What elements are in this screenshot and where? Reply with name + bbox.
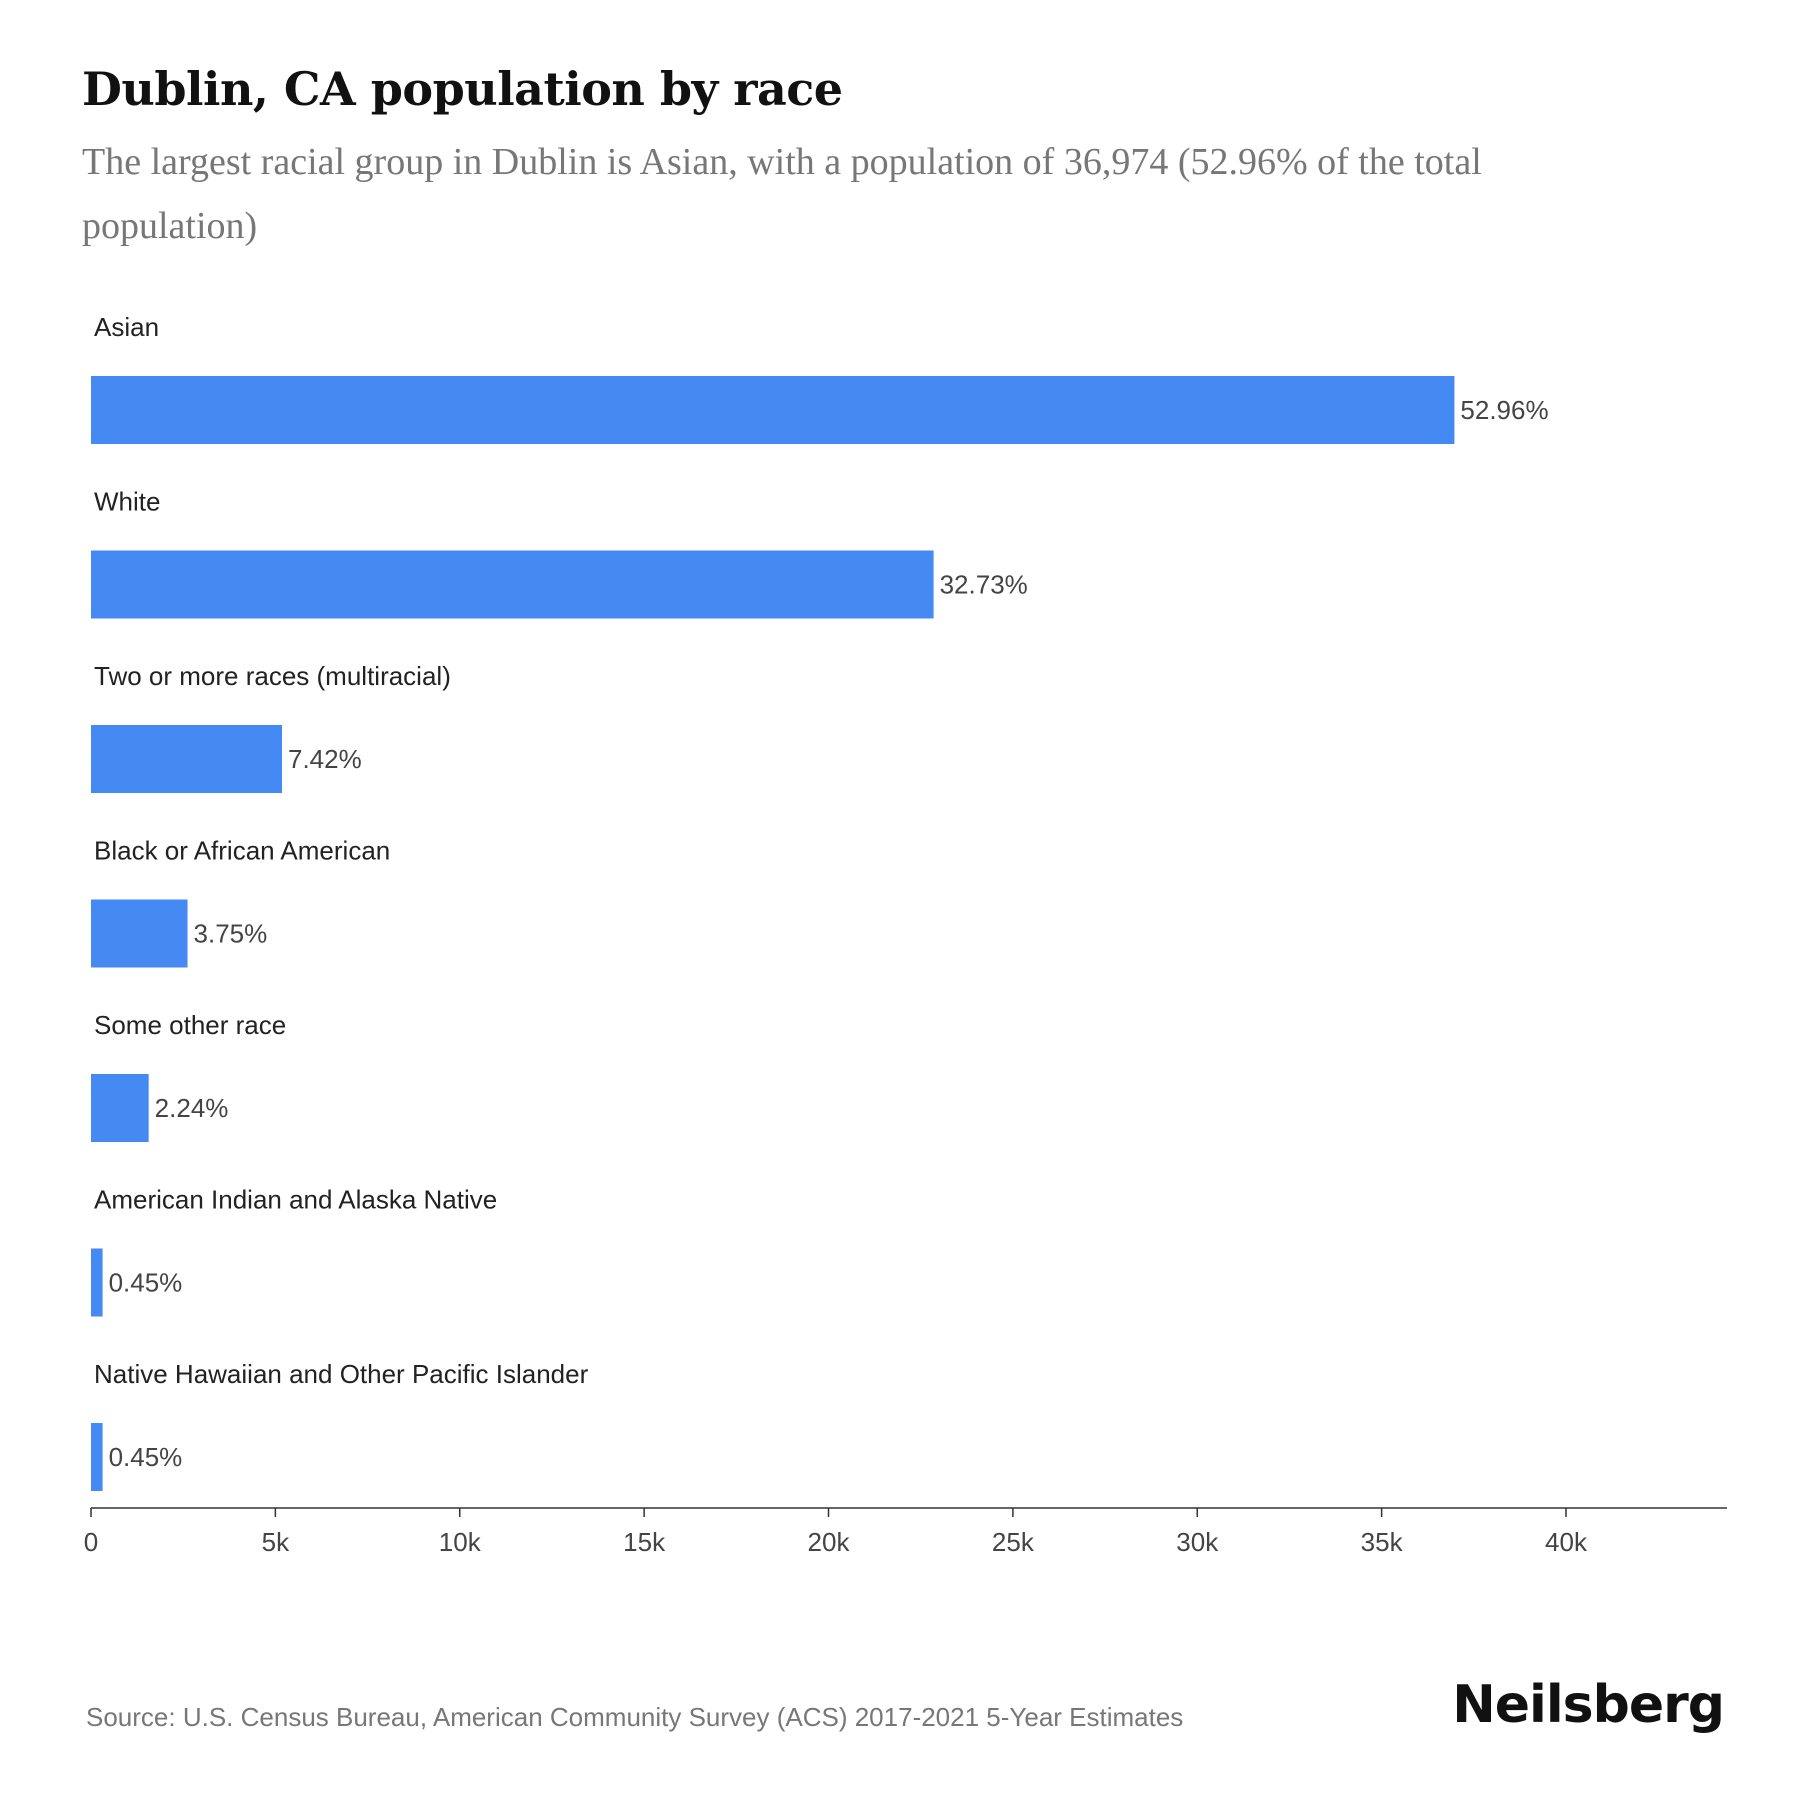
x-tick-label: 40k xyxy=(1545,1527,1588,1557)
bar xyxy=(91,899,188,968)
bar xyxy=(91,1074,149,1142)
category-label: Black or African American xyxy=(94,836,390,866)
bar xyxy=(91,1423,103,1491)
data-label: 0.45% xyxy=(109,1442,183,1472)
bar xyxy=(91,1248,103,1317)
x-tick-label: 15k xyxy=(623,1527,666,1557)
x-tick-label: 0 xyxy=(84,1527,98,1557)
bar xyxy=(91,376,1455,444)
chart-subtitle: The largest racial group in Dublin is As… xyxy=(82,141,1482,247)
data-label: 2.24% xyxy=(155,1093,229,1123)
data-label: 3.75% xyxy=(194,919,268,949)
brand-logo: Neilsberg xyxy=(1452,1675,1725,1735)
data-label: 52.96% xyxy=(1460,395,1548,425)
x-tick-label: 10k xyxy=(439,1527,482,1557)
category-label: White xyxy=(94,487,160,517)
x-tick-label: 25k xyxy=(992,1527,1035,1557)
category-label: Two or more races (multiracial) xyxy=(94,661,451,691)
x-tick-label: 35k xyxy=(1361,1527,1404,1557)
data-label: 7.42% xyxy=(288,744,362,774)
bar xyxy=(91,725,283,793)
category-label: Asian xyxy=(94,312,159,342)
category-label: Some other race xyxy=(94,1010,286,1040)
x-tick-label: 30k xyxy=(1176,1527,1219,1557)
data-label: 0.45% xyxy=(109,1268,183,1298)
bar-chart: Asian 52.96% White 32.73% Two or more races … xyxy=(84,312,1727,1557)
x-tick-label: 20k xyxy=(808,1527,851,1557)
x-tick-label: 5k xyxy=(262,1527,290,1557)
source-note: Source: U.S. Census Bureau, American Com… xyxy=(86,1702,1184,1732)
category-label: Native Hawaiian and Other Pacific Island… xyxy=(94,1359,589,1389)
chart-title: Dublin, CA population by race xyxy=(82,62,843,116)
bar xyxy=(91,550,934,619)
category-label: American Indian and Alaska Native xyxy=(94,1185,497,1215)
data-label: 32.73% xyxy=(940,570,1028,600)
